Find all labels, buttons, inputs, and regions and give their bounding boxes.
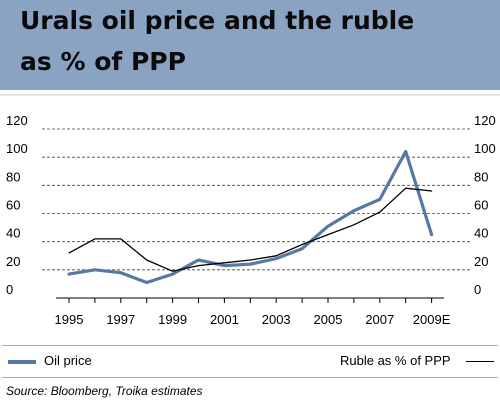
source-note: Source: Bloomberg, Troika estimates bbox=[6, 384, 203, 398]
y-axis-left: 120 100 80 60 40 20 0 bbox=[6, 113, 28, 297]
y-tick-label-right: 80 bbox=[474, 169, 488, 184]
series-lines bbox=[67, 149, 434, 285]
y-tick-label-right: 60 bbox=[474, 198, 488, 213]
series-oil-price-line bbox=[67, 149, 434, 285]
x-tick-label: 2007 bbox=[365, 312, 394, 327]
y-tick-label-left: 60 bbox=[6, 198, 20, 213]
x-tick-label: 1997 bbox=[106, 312, 135, 327]
grid-lines bbox=[42, 128, 470, 271]
y-tick-label-right: 40 bbox=[474, 226, 488, 241]
y-tick-label-left: 0 bbox=[6, 282, 13, 297]
series-ruble-ppp-line bbox=[68, 187, 433, 272]
x-tick-label: 2003 bbox=[262, 312, 291, 327]
x-axis: 1995 1997 1999 2001 2003 2005 2007 2009E bbox=[55, 297, 451, 327]
legend-ruble-swatch bbox=[466, 361, 494, 362]
y-tick-label-right: 20 bbox=[474, 254, 488, 269]
legend-oil-label: Oil price bbox=[44, 353, 92, 368]
chart-title-line-2: as % of PPP bbox=[20, 47, 186, 76]
chart-title-line-1: Urals oil price and the ruble bbox=[20, 6, 415, 35]
legend: Oil price Ruble as % of PPP bbox=[2, 345, 498, 378]
x-tick-label: 2009E bbox=[413, 312, 451, 327]
y-tick-label-left: 40 bbox=[6, 226, 20, 241]
y-tick-label-right: 0 bbox=[474, 282, 481, 297]
y-tick-label-right: 120 bbox=[474, 113, 496, 128]
y-axis-right: 120 100 80 60 40 20 0 bbox=[474, 113, 496, 297]
y-tick-label-right: 100 bbox=[474, 141, 496, 156]
legend-oil-swatch bbox=[8, 360, 36, 364]
x-tick-label: 1999 bbox=[158, 312, 187, 327]
y-tick-label-left: 80 bbox=[6, 169, 20, 184]
chart-plot: 120 100 80 60 40 20 0 120 100 80 60 40 20 0 1995 1997… bbox=[0, 94, 500, 327]
x-tick-label: 2001 bbox=[210, 312, 239, 327]
y-tick-label-left: 20 bbox=[6, 254, 20, 269]
x-tick-label: 2005 bbox=[314, 312, 343, 327]
y-tick-label-left: 100 bbox=[6, 141, 28, 156]
legend-ruble-label: Ruble as % of PPP bbox=[340, 353, 451, 368]
x-tick-label: 1995 bbox=[55, 312, 84, 327]
y-tick-label-left: 120 bbox=[6, 113, 28, 128]
chart-header: Urals oil price and the ruble as % of PP… bbox=[0, 0, 500, 90]
